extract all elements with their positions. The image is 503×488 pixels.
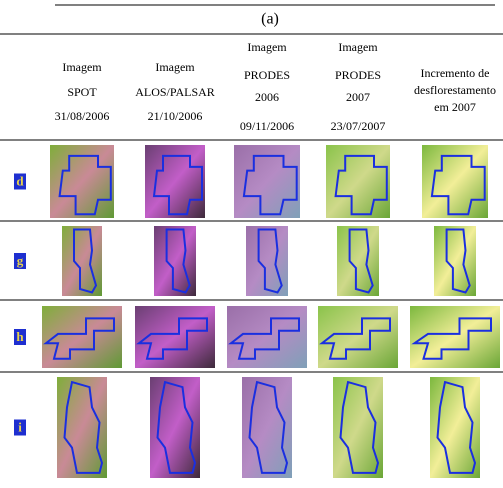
column-header: em 2007 (434, 100, 476, 114)
column-header: SPOT (67, 85, 97, 99)
column-header: 2006 (255, 90, 279, 104)
column-header: 21/10/2006 (148, 109, 203, 123)
column-header: desflorestamento (414, 83, 496, 97)
row-label: h (16, 329, 24, 344)
column-header: Imagem (155, 60, 195, 74)
column-header: 2007 (346, 90, 370, 104)
column-header: Incremento de (421, 66, 490, 80)
row-label: g (17, 253, 24, 268)
column-header: 09/11/2006 (240, 119, 294, 133)
column-header: ALOS/PALSAR (135, 85, 215, 99)
row-label: d (16, 173, 24, 188)
column-header: 31/08/2006 (55, 109, 110, 123)
panel-label: (a) (261, 11, 279, 28)
column-header: Imagem (338, 40, 378, 54)
column-header: PRODES (335, 68, 381, 82)
column-header: Imagem (247, 40, 287, 54)
figure: (a) Imagem SPOT 31/08/2006 Imagem ALOS/PALSA… (0, 0, 503, 488)
column-header: PRODES (244, 68, 290, 82)
column-header: Imagem (62, 60, 102, 74)
row-label: i (18, 419, 22, 434)
column-header: 23/07/2007 (331, 119, 386, 133)
